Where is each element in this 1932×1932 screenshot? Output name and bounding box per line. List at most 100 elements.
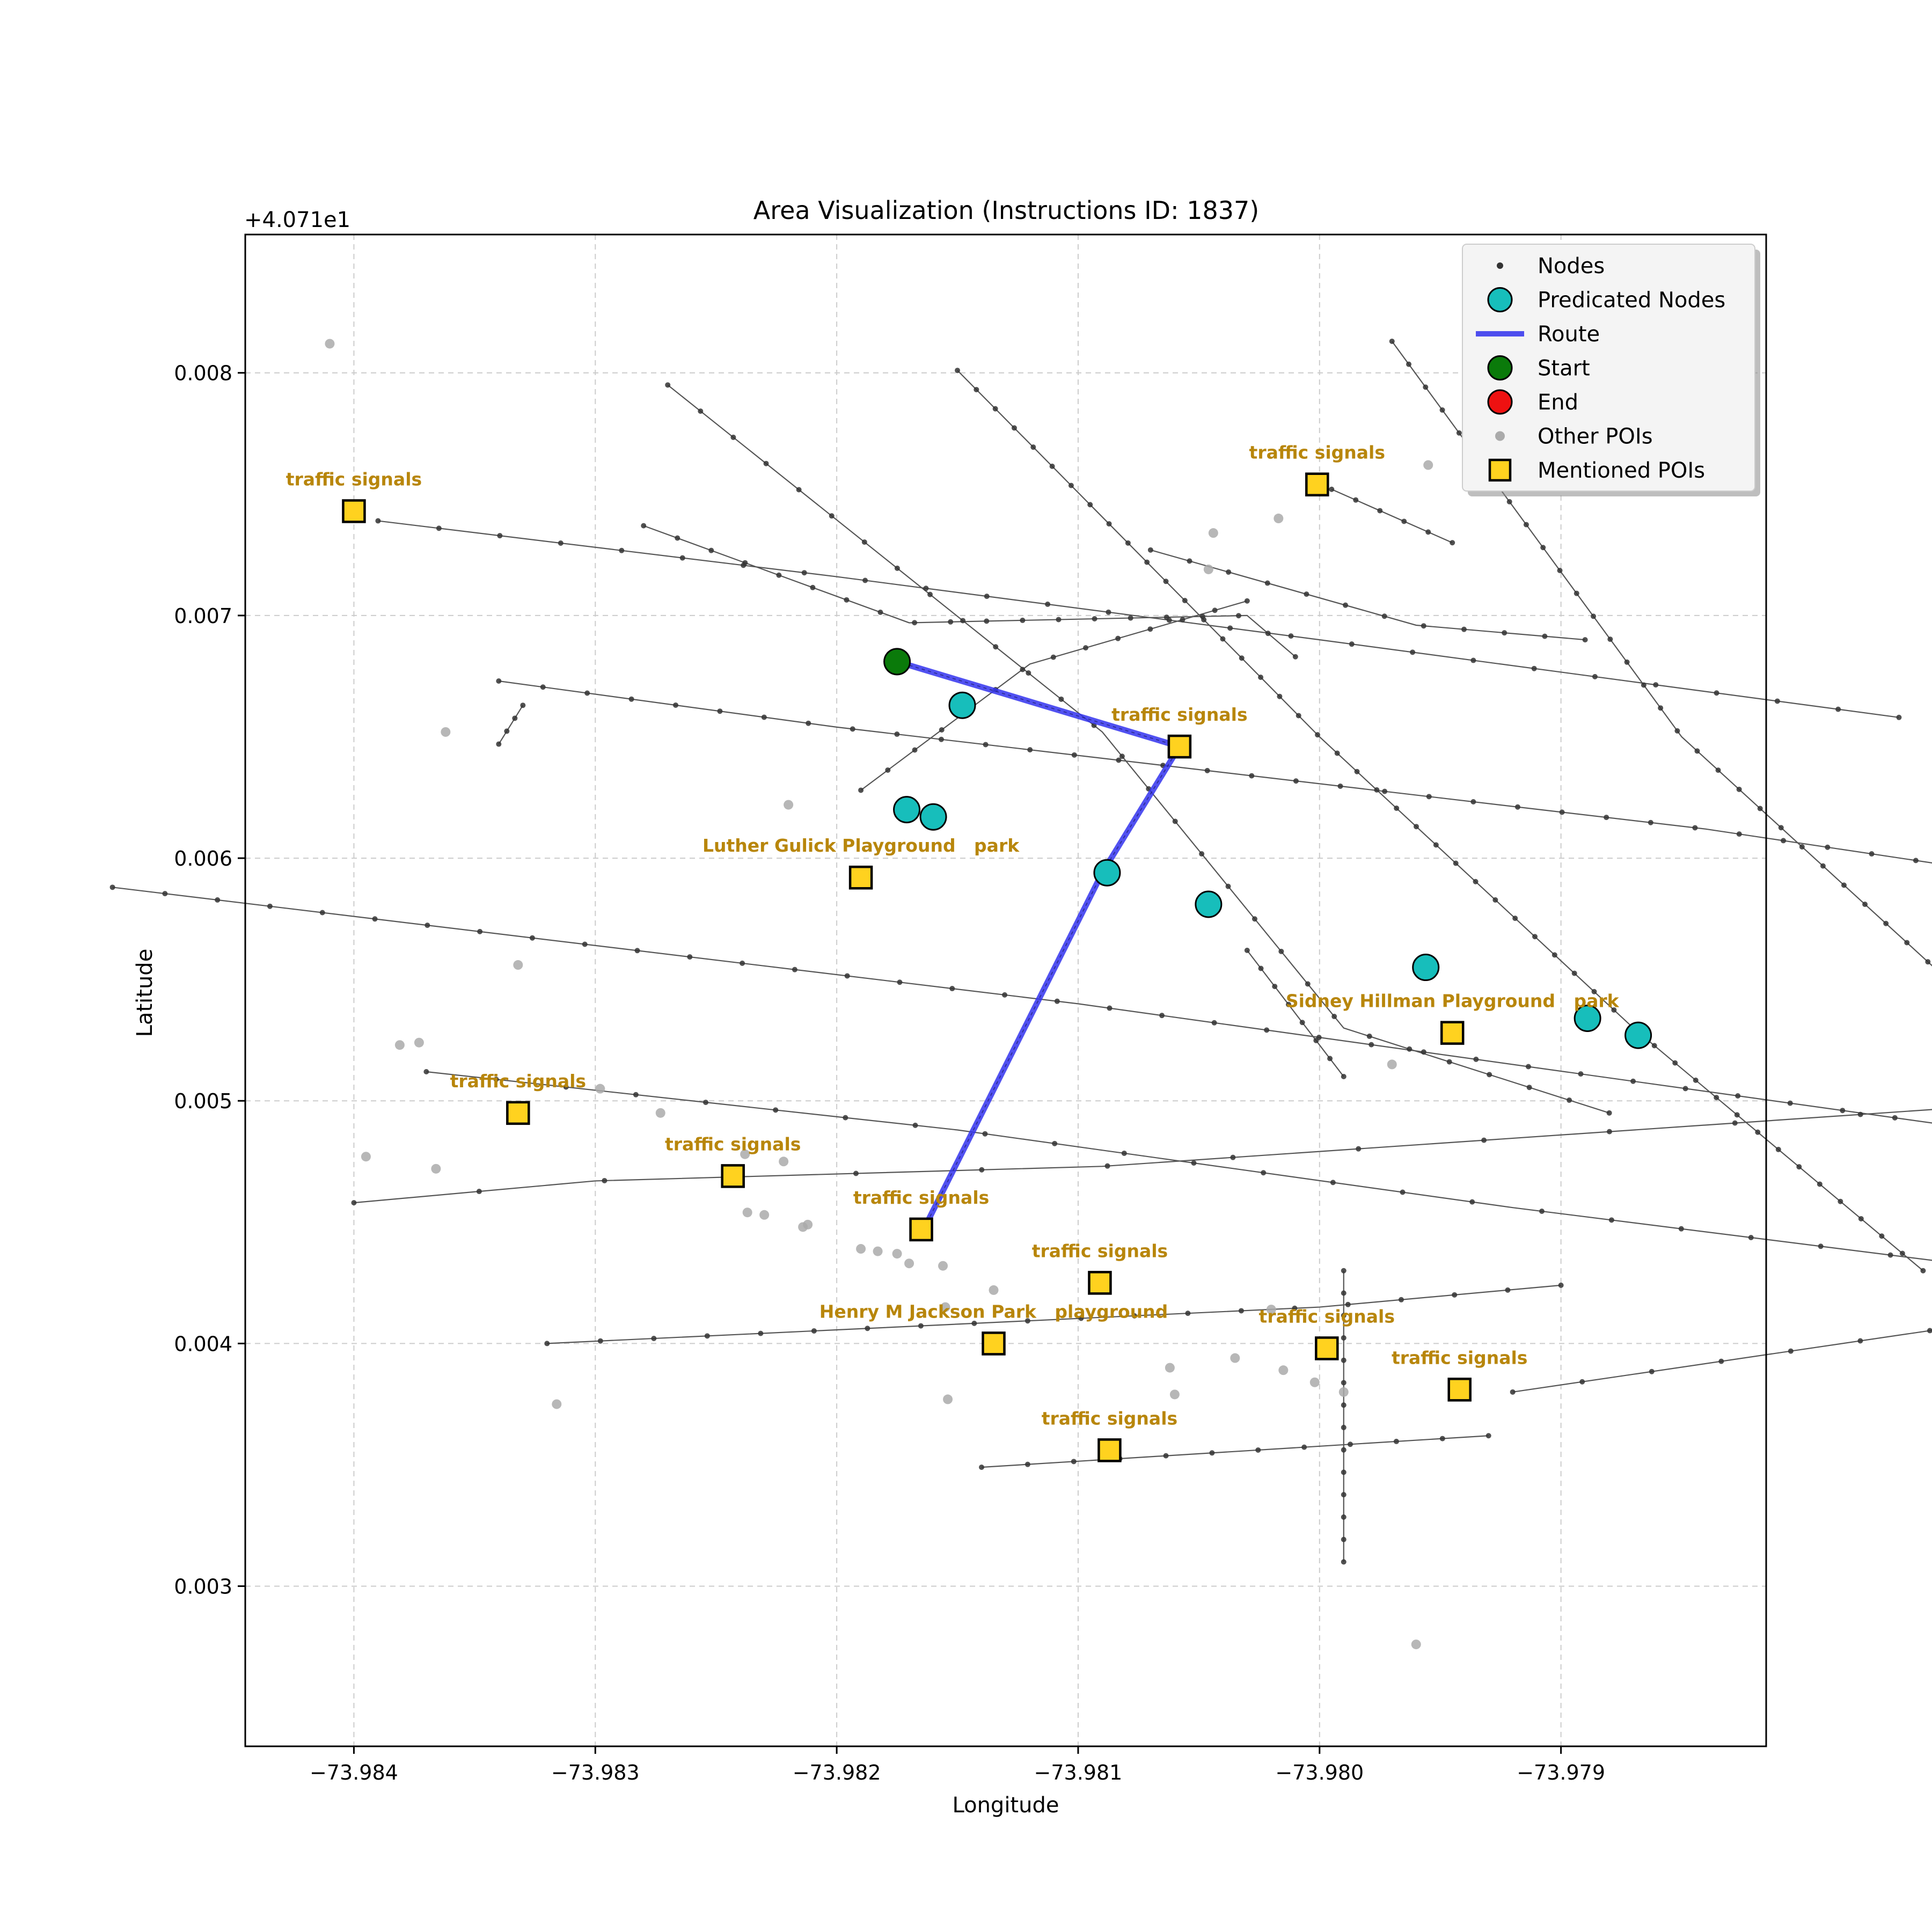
street-node bbox=[1071, 1459, 1077, 1465]
other-pois bbox=[325, 339, 1433, 1650]
street-node bbox=[955, 368, 961, 374]
street-node bbox=[1582, 637, 1588, 643]
mentioned-poi-label: traffic signals bbox=[1032, 1240, 1168, 1261]
street-node bbox=[1755, 1129, 1761, 1135]
street-node bbox=[810, 584, 816, 590]
street-node bbox=[1439, 407, 1445, 413]
mentioned-poi-label: traffic signals bbox=[853, 1187, 989, 1208]
other-poi bbox=[989, 1285, 999, 1295]
street-node bbox=[1128, 615, 1133, 621]
street-node bbox=[1071, 752, 1077, 758]
street-node bbox=[602, 1177, 608, 1183]
street-node bbox=[1736, 831, 1742, 837]
street-node bbox=[1539, 1209, 1545, 1214]
street-node bbox=[493, 1077, 499, 1082]
street-node bbox=[792, 967, 797, 972]
other-poi bbox=[938, 1261, 948, 1271]
street-node bbox=[912, 1122, 918, 1128]
street-node bbox=[1341, 1357, 1346, 1363]
street-edge bbox=[981, 1435, 1489, 1468]
street-node bbox=[861, 539, 867, 545]
street-node bbox=[1052, 1140, 1058, 1146]
street-node bbox=[1592, 674, 1598, 679]
street-node bbox=[520, 702, 526, 708]
street-node bbox=[1180, 617, 1185, 623]
street-node bbox=[1607, 636, 1613, 642]
other-poi bbox=[513, 960, 523, 970]
street-node bbox=[1341, 1074, 1346, 1080]
street-node bbox=[763, 460, 769, 466]
street-node bbox=[1209, 1450, 1215, 1456]
street-node bbox=[1925, 959, 1931, 965]
street-node bbox=[1288, 633, 1294, 639]
street-node bbox=[1883, 920, 1889, 926]
street-node bbox=[1714, 690, 1719, 696]
street-node bbox=[1887, 1252, 1893, 1258]
street-edge bbox=[378, 520, 1899, 718]
street-node bbox=[912, 620, 918, 626]
street-node bbox=[425, 923, 430, 928]
street-edge bbox=[499, 680, 1932, 863]
street-node bbox=[850, 726, 855, 732]
predicted-nodes bbox=[893, 691, 1652, 1049]
street-node bbox=[740, 960, 745, 966]
legend-box bbox=[1462, 244, 1755, 492]
street-node bbox=[1147, 547, 1153, 553]
mentioned-poi-label: traffic signals bbox=[665, 1133, 801, 1154]
street-node bbox=[1591, 613, 1597, 619]
street-node bbox=[801, 570, 807, 576]
street-node bbox=[1452, 1292, 1458, 1298]
street-node bbox=[1292, 654, 1298, 660]
y-tick-label: 0.007 bbox=[174, 604, 232, 628]
street-node bbox=[894, 565, 900, 571]
street-node bbox=[1389, 338, 1395, 344]
street-node bbox=[1401, 518, 1407, 524]
street-node bbox=[1374, 787, 1380, 793]
legend-label-route: Route bbox=[1538, 322, 1600, 347]
other-poi bbox=[1411, 1640, 1421, 1650]
street-node bbox=[1106, 609, 1111, 615]
street-edge bbox=[112, 887, 1932, 1124]
street-node bbox=[1624, 659, 1630, 665]
y-tick-label: 0.008 bbox=[174, 362, 232, 385]
y-axis-label: Latitude bbox=[133, 949, 157, 1037]
street-node bbox=[1341, 1492, 1346, 1498]
street-node bbox=[1899, 1250, 1905, 1256]
street-node bbox=[1523, 522, 1529, 528]
street-node bbox=[1050, 654, 1056, 660]
street-node bbox=[1559, 809, 1565, 815]
street-node bbox=[730, 434, 736, 440]
street-node bbox=[529, 935, 535, 941]
street-edge bbox=[426, 1071, 1932, 1393]
street-node bbox=[717, 708, 723, 714]
street-node bbox=[1212, 608, 1218, 613]
other-poi bbox=[873, 1246, 883, 1256]
street-node bbox=[984, 618, 990, 624]
street-node bbox=[1285, 1001, 1291, 1007]
street-node bbox=[993, 644, 999, 650]
street-node bbox=[1426, 794, 1432, 800]
street-node bbox=[1502, 630, 1507, 636]
y-tick-label: 0.006 bbox=[174, 847, 232, 870]
street-edge bbox=[667, 384, 1609, 1114]
street-node bbox=[1163, 1453, 1169, 1459]
street-node bbox=[1736, 786, 1742, 792]
street-edge bbox=[498, 705, 524, 745]
mentioned-poi-label: traffic signals bbox=[1392, 1347, 1527, 1368]
other-poi bbox=[1203, 564, 1213, 574]
street-node bbox=[1862, 902, 1868, 908]
other-poi bbox=[784, 800, 794, 810]
street-node bbox=[1304, 591, 1309, 597]
street-node bbox=[1235, 613, 1241, 619]
street-node bbox=[1301, 1444, 1307, 1450]
street-node bbox=[1896, 714, 1902, 720]
mentioned-poi-label: traffic signals bbox=[1111, 704, 1247, 725]
street-node bbox=[1199, 851, 1205, 857]
street-node bbox=[1305, 981, 1311, 987]
street-node bbox=[1879, 1233, 1885, 1239]
street-node bbox=[1381, 613, 1387, 619]
street-node bbox=[811, 1328, 817, 1334]
street-node bbox=[1838, 1198, 1843, 1204]
street-node bbox=[992, 406, 998, 412]
